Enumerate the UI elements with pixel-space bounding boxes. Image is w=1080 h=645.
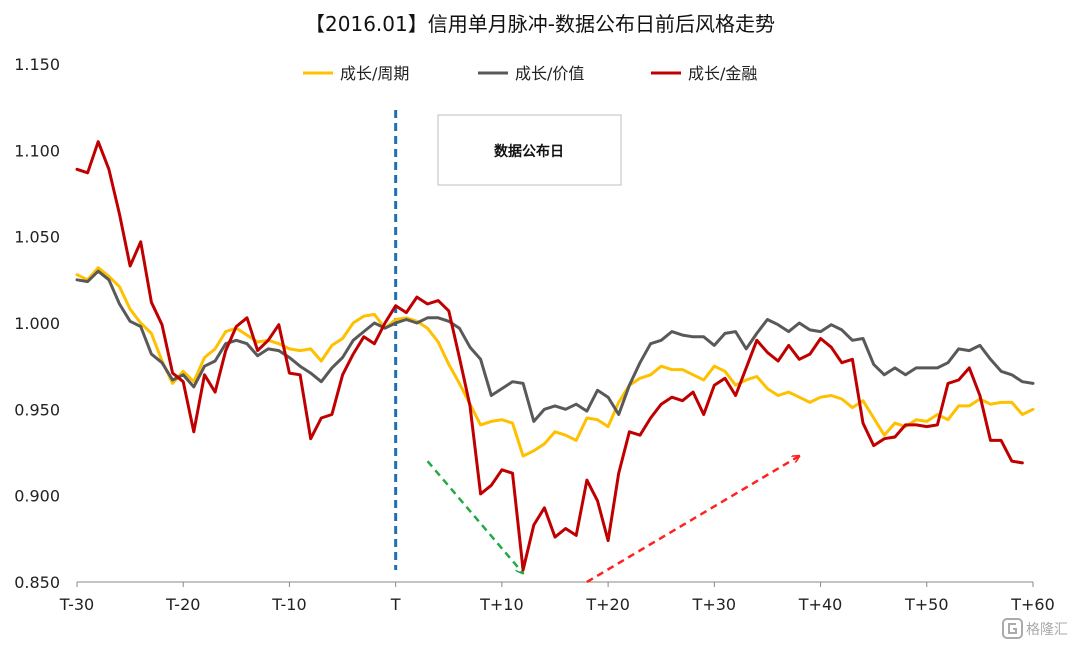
x-tick-label: T+20 xyxy=(585,595,630,614)
y-tick-label: 0.900 xyxy=(14,487,60,506)
y-tick-label: 1.050 xyxy=(14,228,60,247)
y-tick-label: 0.850 xyxy=(14,573,60,592)
legend-item: 成长/价值 xyxy=(478,64,584,83)
legend-label: 成长/价值 xyxy=(515,64,584,83)
axes: T-30 T-20 T-10 T T+10 T+20 T+30 T+40 T+50 T+60 0.8… xyxy=(14,55,1055,614)
trend-arrow xyxy=(426,460,524,573)
legend-label: 成长/金融 xyxy=(688,64,757,83)
x-tick-label: T-30 xyxy=(59,595,94,614)
series-line xyxy=(75,266,1035,458)
chart-title: 【2016.01】信用单月脉冲-数据公布日前后风格走势 xyxy=(305,12,775,36)
x-tick-label: T+30 xyxy=(692,595,737,614)
series-line xyxy=(75,269,1035,423)
series-line xyxy=(75,140,1024,572)
legend: 成长/周期 成长/价值 成长/金融 xyxy=(303,64,757,83)
annotation-box-label: 数据公布日 xyxy=(494,143,564,160)
annotations: 数据公布日 xyxy=(394,110,800,584)
y-tick-label: 1.150 xyxy=(14,55,60,74)
y-tick-label: 1.100 xyxy=(14,141,60,160)
trend-arrow xyxy=(586,456,799,584)
glh-logo-icon xyxy=(1002,618,1023,639)
legend-item: 成长/金融 xyxy=(651,64,757,83)
watermark: 格隆汇 xyxy=(1002,618,1068,639)
x-tick-label: T+40 xyxy=(798,595,843,614)
y-tick-label: 1.000 xyxy=(14,314,60,333)
series-lines xyxy=(75,140,1035,572)
x-tick-label: T+60 xyxy=(1010,595,1055,614)
watermark-text: 格隆汇 xyxy=(1026,622,1068,638)
x-tick-label: T xyxy=(390,595,401,614)
x-tick-label: T-20 xyxy=(165,595,200,614)
x-tick-label: T-10 xyxy=(271,595,306,614)
y-tick-label: 0.950 xyxy=(14,400,60,419)
annotation-box: 数据公布日 xyxy=(437,114,622,186)
legend-item: 成长/周期 xyxy=(303,64,409,83)
legend-label: 成长/周期 xyxy=(340,64,409,83)
x-tick-label: T+50 xyxy=(904,595,949,614)
x-tick-label: T+10 xyxy=(479,595,524,614)
